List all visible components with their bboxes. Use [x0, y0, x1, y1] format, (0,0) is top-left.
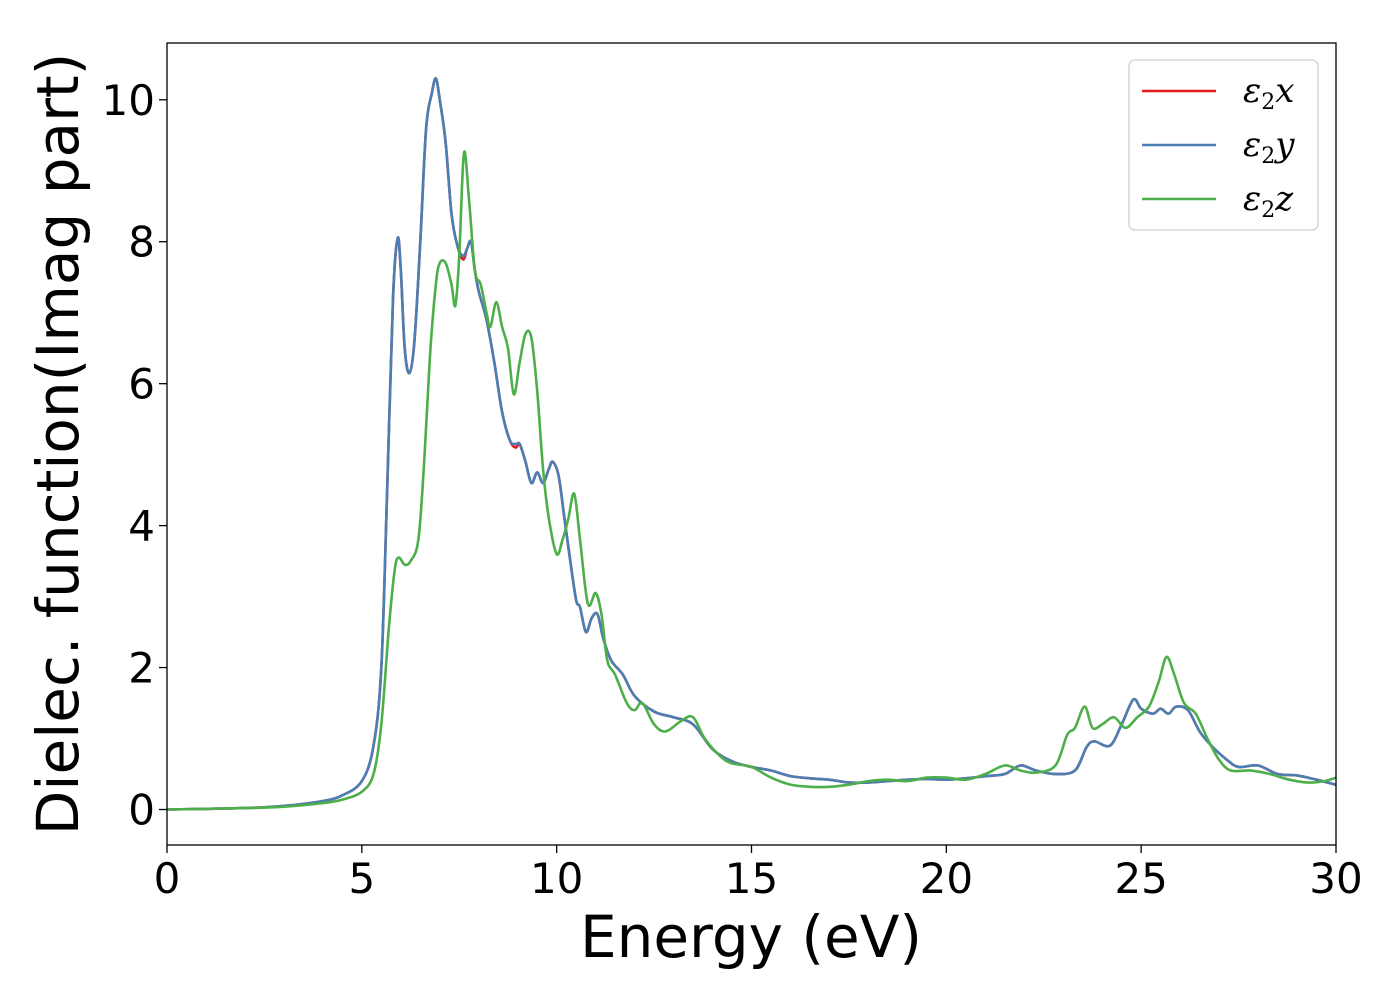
- y-axis-title: Dielec. function(Imag part): [24, 53, 92, 836]
- legend-label-eps2y: ε2y: [1243, 125, 1295, 169]
- y-tick-label: 8: [128, 218, 155, 267]
- x-axis-title: Energy (eV): [580, 903, 922, 971]
- legend-label-eps2z: ε2z: [1243, 179, 1294, 223]
- series-line-eps2z: [166, 150, 1337, 811]
- x-axis-ticks: 0 5 10 15 20 25 30: [154, 845, 1363, 903]
- x-tick-label: 25: [1114, 854, 1167, 903]
- x-tick-label: 10: [530, 854, 583, 903]
- x-tick-label: 5: [348, 854, 375, 903]
- x-tick-label: 30: [1309, 854, 1362, 903]
- y-tick-label: 0: [128, 786, 155, 835]
- y-tick-label: 4: [128, 502, 155, 551]
- legend-box: [1128, 59, 1319, 231]
- x-tick-label: 0: [154, 854, 181, 903]
- series-layer: [166, 77, 1337, 811]
- x-tick-label: 15: [725, 854, 778, 903]
- legend: ε2x ε2y ε2z: [1128, 59, 1319, 231]
- y-axis-ticks: 0 2 4 6 8 10: [102, 76, 167, 835]
- x-tick-label: 20: [920, 854, 973, 903]
- legend-items: ε2x ε2y ε2z: [1142, 71, 1295, 223]
- y-tick-label: 10: [102, 76, 155, 125]
- legend-label-eps2x: ε2x: [1243, 71, 1294, 115]
- y-tick-label: 6: [128, 360, 155, 409]
- y-tick-label: 2: [128, 644, 155, 693]
